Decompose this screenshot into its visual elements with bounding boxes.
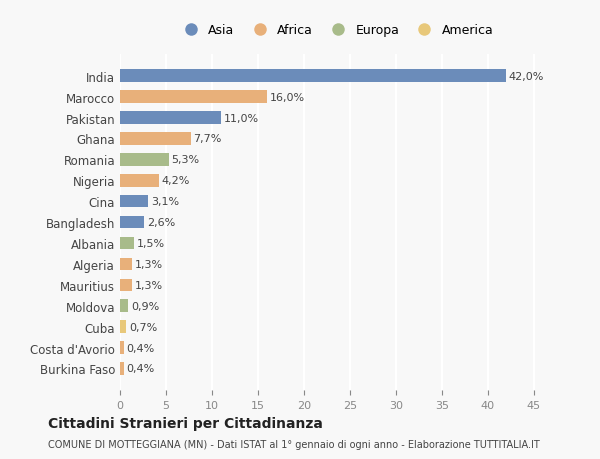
Bar — [120, 91, 267, 104]
Text: 0,4%: 0,4% — [127, 364, 155, 374]
Bar — [120, 154, 169, 166]
Text: 4,2%: 4,2% — [161, 176, 190, 186]
Bar — [120, 237, 134, 250]
Text: 0,7%: 0,7% — [129, 322, 157, 332]
Bar — [120, 112, 221, 124]
Text: 16,0%: 16,0% — [270, 92, 305, 102]
Bar — [120, 321, 127, 333]
Legend: Asia, Africa, Europa, America: Asia, Africa, Europa, America — [172, 18, 500, 43]
Bar — [120, 341, 124, 354]
Text: 5,3%: 5,3% — [172, 155, 200, 165]
Bar — [120, 300, 128, 312]
Bar — [120, 216, 144, 229]
Bar — [120, 133, 191, 146]
Text: 3,1%: 3,1% — [151, 197, 179, 207]
Text: 2,6%: 2,6% — [146, 218, 175, 228]
Text: 0,9%: 0,9% — [131, 301, 159, 311]
Text: 1,5%: 1,5% — [137, 239, 164, 248]
Text: 7,7%: 7,7% — [194, 134, 222, 144]
Text: COMUNE DI MOTTEGGIANA (MN) - Dati ISTAT al 1° gennaio di ogni anno - Elaborazion: COMUNE DI MOTTEGGIANA (MN) - Dati ISTAT … — [48, 440, 540, 449]
Text: 0,4%: 0,4% — [127, 343, 155, 353]
Bar — [120, 258, 132, 271]
Bar — [120, 363, 124, 375]
Text: 11,0%: 11,0% — [224, 113, 259, 123]
Bar — [120, 279, 132, 291]
Text: 42,0%: 42,0% — [509, 72, 544, 82]
Bar — [120, 196, 148, 208]
Bar — [120, 174, 158, 187]
Text: Cittadini Stranieri per Cittadinanza: Cittadini Stranieri per Cittadinanza — [48, 416, 323, 430]
Text: 1,3%: 1,3% — [135, 259, 163, 269]
Bar — [120, 70, 506, 83]
Text: 1,3%: 1,3% — [135, 280, 163, 290]
